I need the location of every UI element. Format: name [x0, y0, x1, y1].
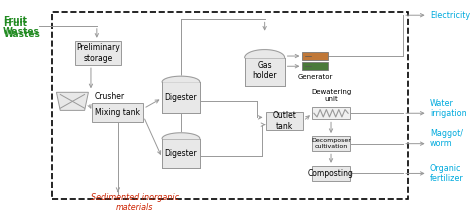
- Bar: [162, 82, 200, 113]
- Text: Electricity: Electricity: [430, 11, 470, 20]
- Bar: [302, 62, 328, 70]
- Text: Fruit
Wastes: Fruit Wastes: [3, 16, 40, 36]
- Polygon shape: [56, 92, 89, 110]
- Text: Decomposer
cultivation: Decomposer cultivation: [311, 138, 351, 149]
- Text: Mixing tank: Mixing tank: [95, 108, 140, 117]
- Text: Composting: Composting: [308, 169, 354, 178]
- Text: Water
irrigation: Water irrigation: [430, 99, 466, 119]
- Bar: [312, 107, 350, 119]
- Text: Dewatering
unit: Dewatering unit: [311, 89, 351, 102]
- Text: Organic
fertilizer: Organic fertilizer: [430, 164, 464, 183]
- Bar: [162, 139, 200, 168]
- Text: Generator: Generator: [298, 74, 333, 80]
- Text: Crusher: Crusher: [95, 92, 125, 100]
- Text: Fruit
Wastes: Fruit Wastes: [4, 19, 40, 39]
- Text: Digester: Digester: [164, 93, 197, 102]
- Polygon shape: [162, 76, 200, 82]
- Bar: [92, 103, 144, 122]
- Polygon shape: [245, 50, 284, 58]
- Text: Sedimented inorganic
materials: Sedimented inorganic materials: [91, 193, 179, 212]
- Bar: [302, 52, 328, 60]
- Text: Gas
holder: Gas holder: [252, 61, 277, 80]
- Text: Outlet
tank: Outlet tank: [273, 111, 296, 131]
- Bar: [245, 58, 284, 86]
- Bar: [53, 12, 408, 199]
- Text: Digester: Digester: [164, 149, 197, 158]
- Text: Maggot/
worm: Maggot/ worm: [430, 129, 463, 148]
- Bar: [312, 166, 350, 181]
- Text: Preliminary
storage: Preliminary storage: [76, 43, 120, 63]
- Polygon shape: [162, 133, 200, 139]
- Bar: [74, 41, 121, 65]
- Bar: [265, 112, 303, 130]
- Bar: [312, 136, 350, 151]
